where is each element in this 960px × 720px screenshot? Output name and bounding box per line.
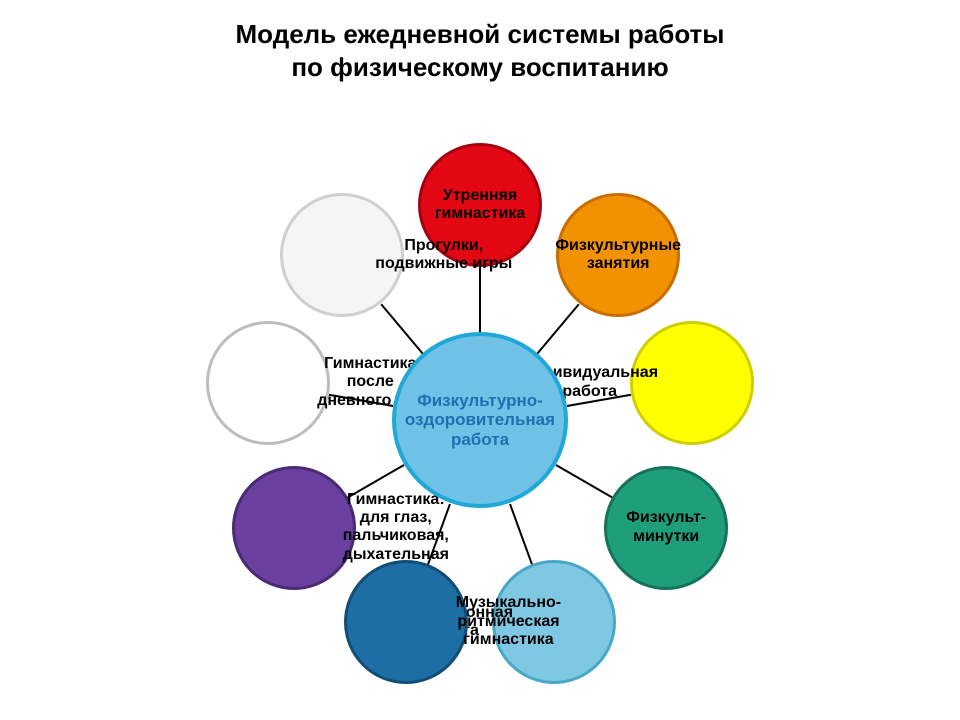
node-label: Музыкально-ритмическаягимнастика: [408, 594, 608, 649]
node-label: Прогулки,подвижные игры: [344, 237, 544, 274]
spoke: [536, 303, 579, 354]
center-node: Физкультурно-оздоровительнаяработа: [392, 332, 568, 508]
spoke: [509, 503, 533, 565]
spoke: [479, 268, 481, 333]
spoke: [556, 464, 613, 498]
spoke: [381, 303, 424, 354]
outer-node: Физкульт-минутки: [604, 466, 728, 590]
outer-node: Физкультурныезанятия: [556, 193, 680, 317]
radial-diagram: УтренняягимнастикаФизкультурныезанятияИн…: [0, 0, 960, 720]
